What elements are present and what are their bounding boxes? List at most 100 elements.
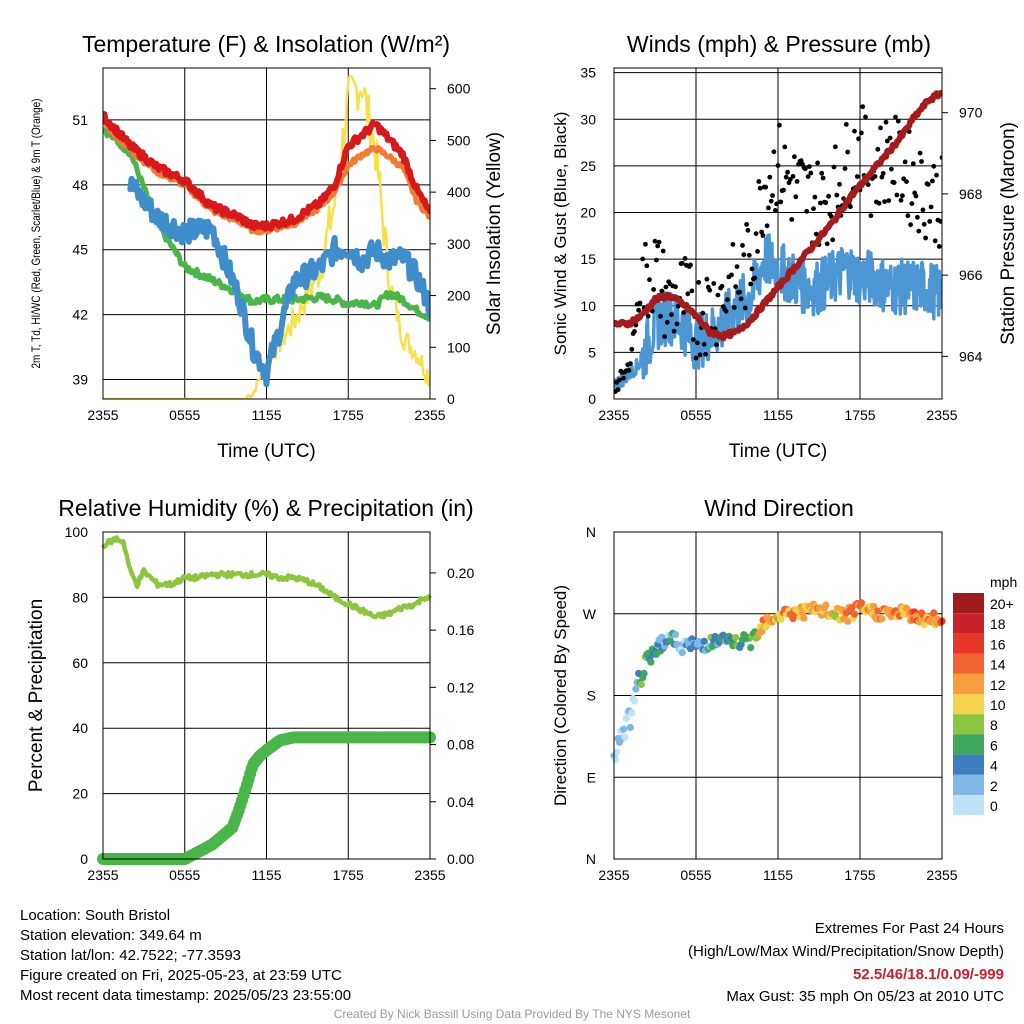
gust-point [833, 144, 838, 150]
direction-point [700, 637, 708, 645]
gust-point [887, 135, 893, 141]
gust-point [675, 303, 681, 309]
panel-1: Temperature (F) & Insolation (W/m²)2355 0… [29, 31, 505, 462]
panel-2: Winds (mph) & Pressure (mb) 2355 0555 1155 1… [551, 31, 1019, 462]
gust-point [908, 222, 913, 228]
colorbar-swatch [953, 714, 984, 735]
gust-point [860, 104, 866, 110]
colorbar: mph 20+ 18 16 14 12 10 8 6 4 2 0 [953, 574, 1017, 816]
y-tick-label: 5 [588, 344, 596, 360]
gust-point [711, 281, 717, 286]
gust-point [930, 178, 935, 184]
gust-point [859, 130, 864, 136]
y-tick-label: N [586, 524, 596, 540]
gust-point [632, 329, 637, 334]
gust-point [910, 161, 916, 167]
colorbar-label: 14 [990, 657, 1006, 673]
gust-point [886, 198, 892, 204]
gust-point [658, 313, 663, 319]
gust-point [652, 238, 658, 244]
gust-point [789, 217, 795, 222]
gust-point [876, 200, 882, 206]
gust-point [636, 307, 641, 313]
gust-point [883, 119, 889, 125]
gust-point [774, 201, 779, 207]
gust-point [760, 233, 766, 238]
gust-point [884, 138, 890, 144]
gust-point [704, 276, 710, 282]
direction-point [930, 609, 938, 617]
gust-point [749, 266, 755, 272]
gust-point [690, 337, 696, 342]
gust-point [685, 291, 691, 297]
gust-point [644, 263, 650, 269]
direction-point [800, 614, 808, 622]
gust-point [766, 205, 771, 211]
x-tick-label: 0555 [169, 867, 200, 883]
gust-point [723, 308, 729, 314]
gust-point [671, 328, 677, 334]
direction-point [777, 615, 785, 624]
y-tick-label-right: 300 [447, 236, 471, 252]
direction-point [671, 631, 680, 639]
gust-point [757, 185, 763, 191]
colorbar-label: 6 [990, 737, 998, 753]
gust-point [893, 114, 898, 120]
gust-point [689, 288, 695, 294]
gust-point [640, 256, 646, 262]
gust-point [891, 180, 897, 186]
gust-point [681, 310, 687, 315]
gust-point [719, 283, 725, 289]
direction-point [711, 632, 719, 641]
footer-elevation: Station elevation: 349.64 m [20, 927, 202, 944]
direction-point [611, 756, 620, 764]
series-line-wind [614, 233, 942, 391]
gust-point [753, 231, 759, 237]
gust-point [936, 244, 942, 249]
y-axis-label-left: Sonic Wind & Gust (Blue, Black) [551, 112, 570, 356]
gust-point [932, 238, 938, 244]
gust-point [764, 223, 770, 229]
series-line-windchill [127, 175, 430, 388]
gust-point [771, 149, 777, 155]
gust-point [742, 305, 748, 311]
gust-point [626, 368, 632, 373]
gust-point [763, 184, 769, 190]
colorbar-label: 10 [990, 697, 1006, 713]
gust-point [775, 163, 781, 168]
panel-title: Winds (mph) & Pressure (mb) [627, 31, 931, 57]
y-axis-label-left: Percent & Precipitation [26, 599, 47, 792]
gust-point [848, 204, 853, 210]
gust-point [656, 239, 662, 245]
direction-point [632, 685, 640, 693]
y-tick-label: 20 [72, 786, 88, 802]
series-line-temp [103, 111, 430, 232]
direction-point [732, 633, 740, 642]
gust-point [923, 235, 928, 241]
gust-point [628, 361, 633, 366]
gust-point [875, 146, 881, 152]
direction-point [622, 714, 630, 723]
y-tick-label-right: 600 [447, 81, 471, 97]
footer-latlon: Station lat/lon: 42.7522; -77.3593 [20, 947, 242, 964]
gust-point [818, 200, 823, 206]
gust-point [915, 214, 920, 220]
gust-point [872, 174, 878, 179]
colorbar-swatch [953, 633, 984, 654]
gust-point [767, 174, 773, 180]
gust-point [660, 248, 666, 254]
gust-point [834, 192, 840, 198]
gust-point [819, 170, 825, 176]
panel-title: Temperature (F) & Insolation (W/m²) [82, 31, 450, 57]
gust-point [895, 118, 901, 124]
plot-area [97, 535, 436, 865]
gust-point [916, 228, 922, 234]
gust-point [682, 256, 688, 261]
x-tick-label: 1755 [844, 867, 875, 883]
gust-point [744, 222, 749, 227]
plot-frame [613, 67, 943, 400]
y-axis-label-right: Solar Insolation (Yellow) [484, 132, 505, 335]
gust-point [772, 208, 778, 213]
colorbar-title: mph [990, 574, 1017, 590]
